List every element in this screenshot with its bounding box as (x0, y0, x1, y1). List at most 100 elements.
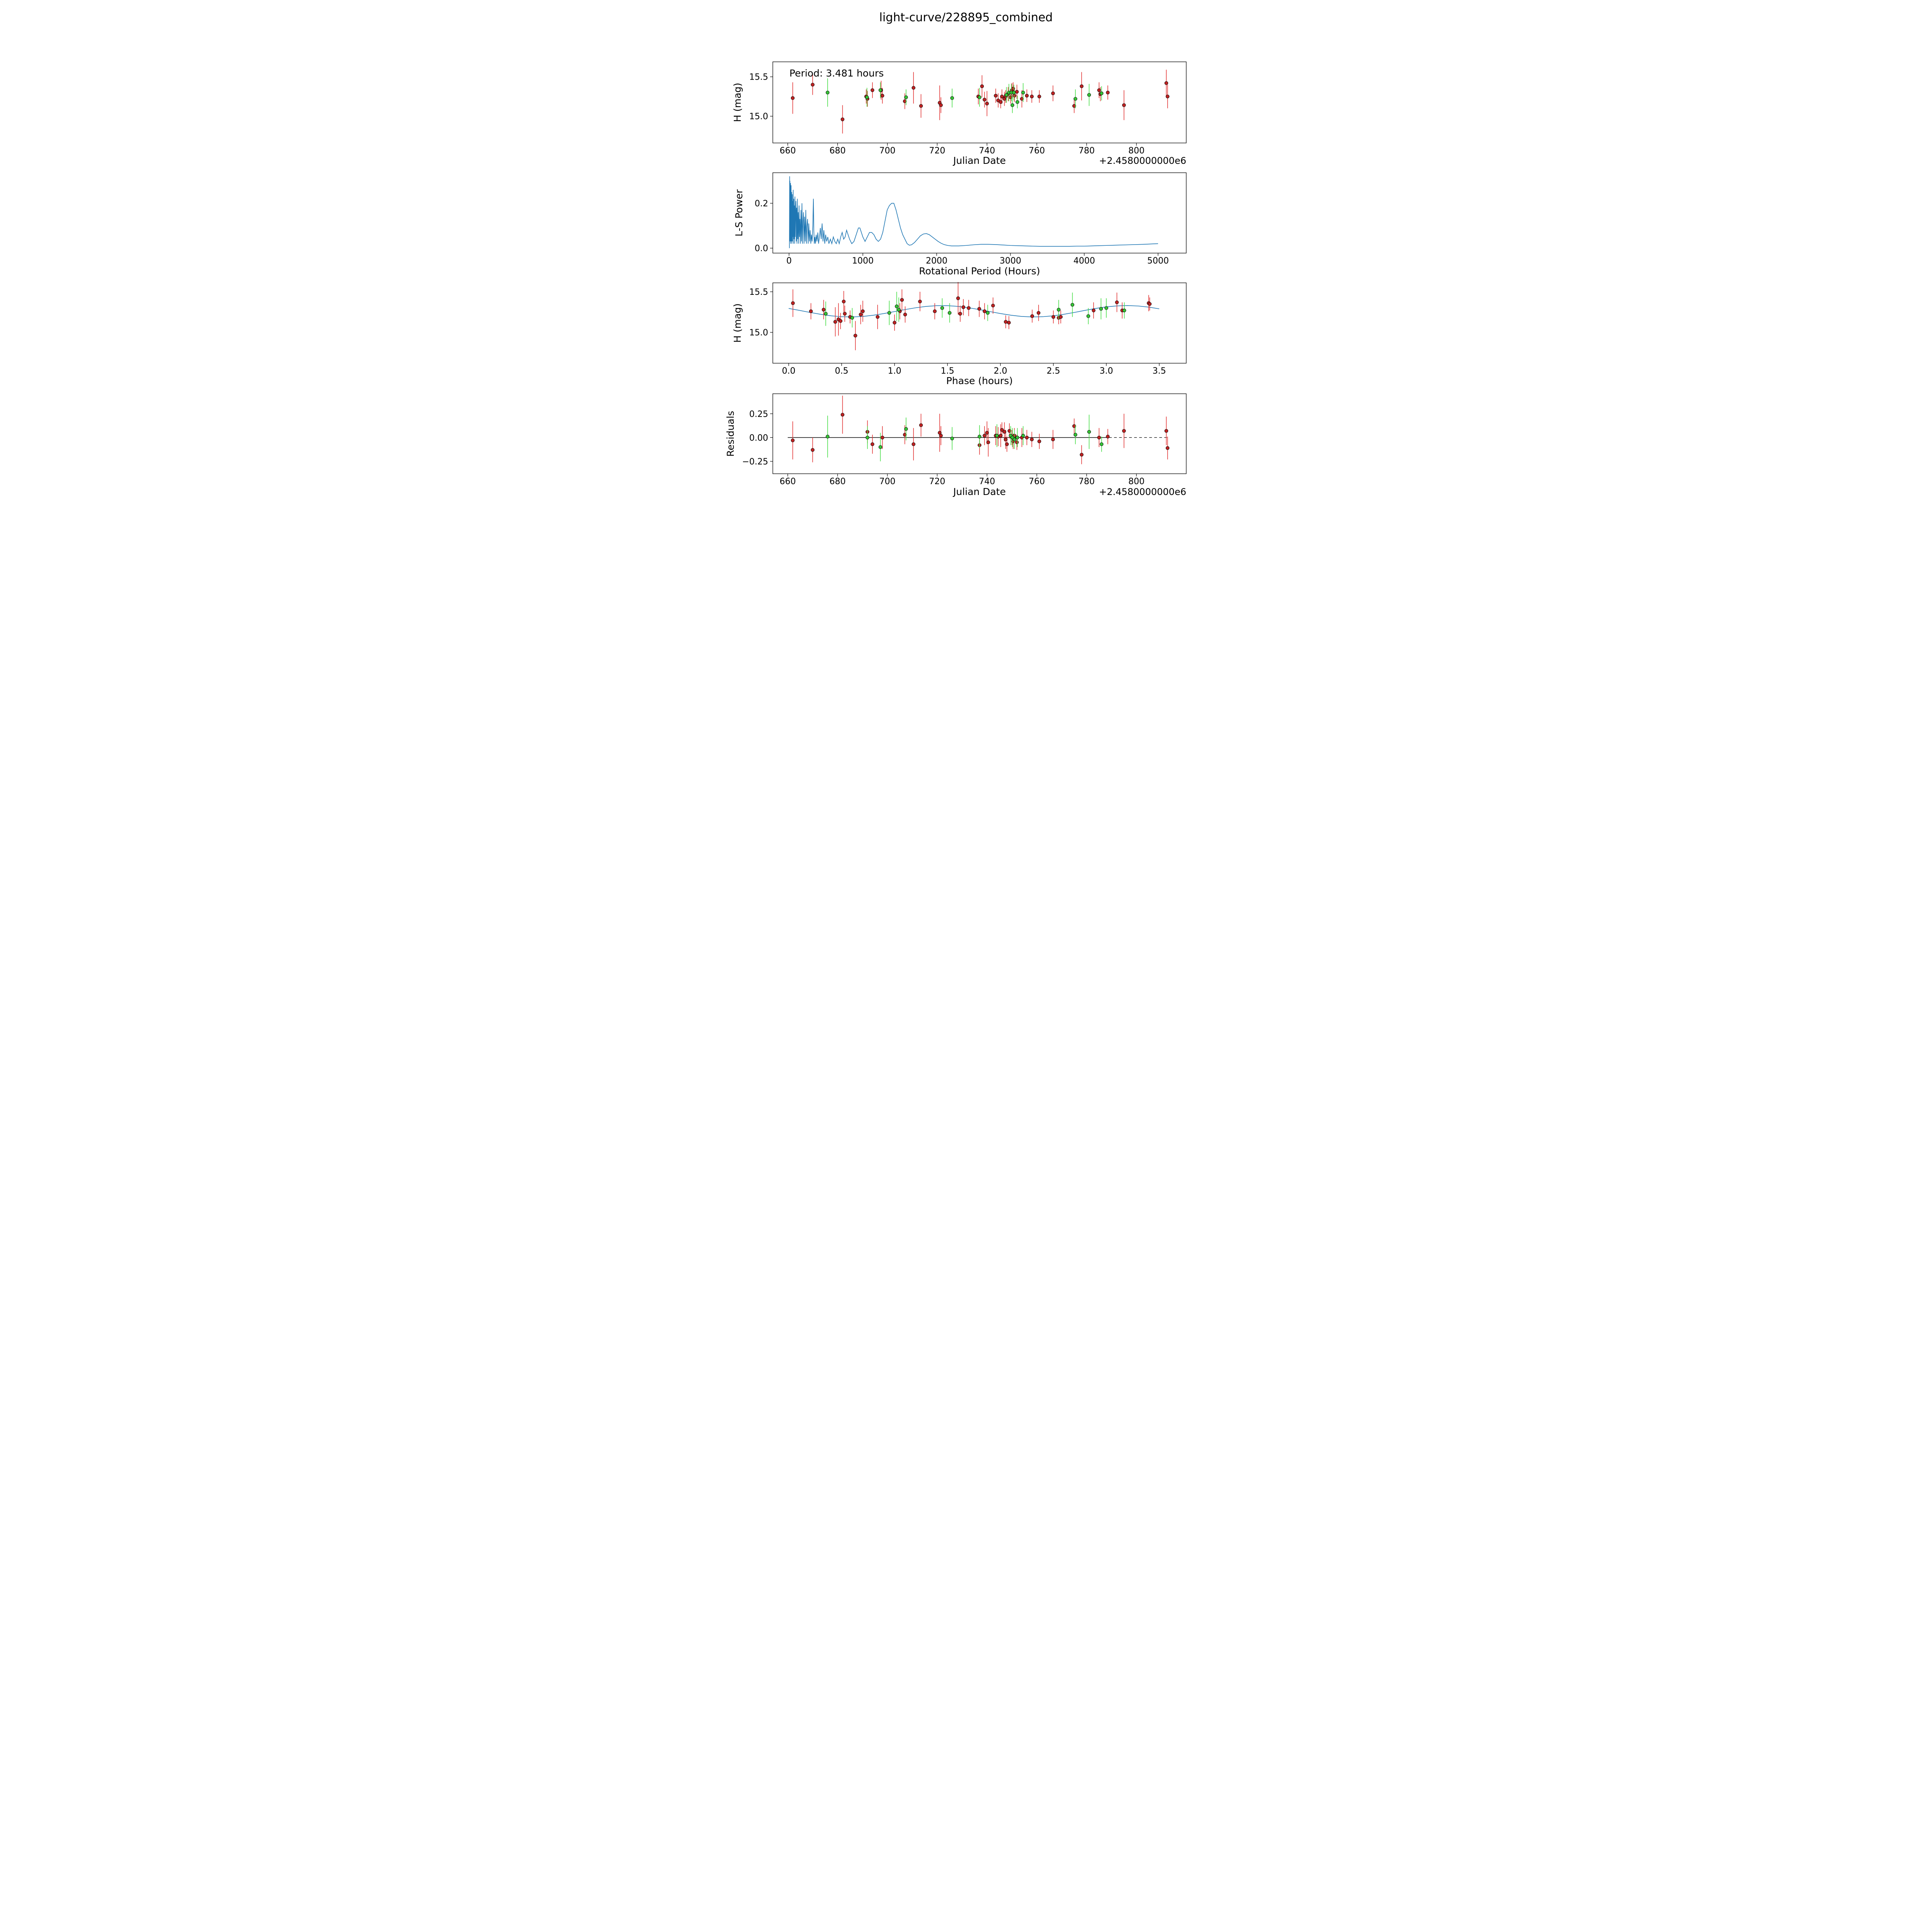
data-point (1015, 100, 1019, 104)
x-tick-label: 5000 (1147, 256, 1169, 266)
y-axis-label: Residuals (725, 411, 736, 457)
data-point (958, 312, 962, 316)
data-point (904, 95, 908, 99)
x-tick-label: 680 (830, 477, 846, 486)
series-green-dataset (824, 292, 1126, 328)
data-point (897, 308, 901, 312)
data-point (1164, 429, 1168, 433)
data-point (1051, 437, 1055, 442)
data-point (1030, 437, 1034, 442)
data-point (978, 95, 981, 99)
data-point (950, 96, 954, 100)
series-green-dataset (826, 415, 1104, 461)
data-point (887, 311, 891, 315)
data-point (983, 434, 986, 438)
axes-frame (772, 61, 1187, 143)
data-point (840, 413, 845, 417)
series-ls-power-curve (789, 176, 1158, 248)
data-point (880, 94, 884, 98)
x-axis-offset-text: +2.4580000000e6 (1099, 486, 1186, 497)
data-point (1030, 314, 1034, 318)
data-point (1015, 435, 1019, 440)
data-point (947, 311, 952, 315)
panel-residuals: 660 680 700 720 740 760 780 800 −0.25 0.00 0.25 Jul… (725, 393, 1187, 497)
y-tick-label: 15.5 (749, 287, 768, 297)
data-point (838, 319, 843, 323)
data-point (809, 309, 813, 313)
data-point (1080, 84, 1084, 88)
data-point (1030, 94, 1034, 99)
data-point (842, 299, 846, 304)
data-point (1106, 90, 1110, 95)
data-point (1015, 440, 1019, 444)
data-point (939, 434, 943, 438)
data-point (850, 316, 854, 320)
series-red-dataset (791, 70, 1170, 134)
data-point (1148, 302, 1152, 306)
data-point (833, 320, 837, 324)
y-tick-label: −0.25 (742, 457, 768, 467)
data-point (1007, 321, 1011, 325)
data-point (853, 333, 857, 338)
data-point (985, 102, 989, 105)
y-axis-label: H (mag) (732, 83, 743, 122)
y-axis-label: H (mag) (732, 303, 743, 343)
data-point (791, 96, 795, 100)
x-tick-label: 0.0 (782, 366, 796, 376)
data-point (933, 309, 937, 313)
panel-phase-folded: 0.0 0.5 1.0 1.5 2.0 2.5 3.0 3.5 15.0 15.5 Phase (h… (732, 282, 1187, 386)
figure-title: light-curve/228895_combined (879, 11, 1053, 24)
data-point (912, 442, 915, 446)
data-point (999, 100, 1003, 104)
axes-frame (772, 172, 1187, 253)
data-point (1051, 91, 1055, 95)
data-point (1087, 430, 1091, 434)
x-tick-label: 2000 (926, 256, 947, 266)
data-point (893, 321, 896, 325)
y-tick-label: 0.25 (749, 410, 768, 419)
data-point (1021, 434, 1025, 438)
data-point (1086, 314, 1090, 318)
data-point (1073, 433, 1077, 437)
data-point (1020, 97, 1024, 101)
y-tick-label: 15.5 (749, 73, 768, 82)
data-point (880, 435, 884, 440)
data-point (791, 438, 795, 442)
data-point (983, 98, 986, 102)
x-tick-label: 660 (780, 146, 796, 156)
data-point (903, 433, 907, 437)
data-point (871, 442, 874, 446)
y-tick-label: 0.0 (755, 244, 768, 253)
y-tick-label: 15.0 (749, 112, 768, 122)
series-green-dataset (826, 78, 1104, 113)
y-tick-label: 0.2 (755, 199, 768, 209)
data-point (995, 434, 999, 438)
data-point (1005, 442, 1009, 446)
ls-power-curve-path (789, 176, 1158, 248)
data-point (1000, 428, 1004, 432)
x-tick-label: 680 (830, 146, 846, 156)
data-point (1165, 94, 1170, 99)
data-point (999, 434, 1003, 438)
x-tick-label: 1000 (852, 256, 874, 266)
data-point (1010, 103, 1014, 107)
data-point (826, 435, 830, 439)
data-point (1122, 429, 1126, 433)
data-point (1037, 439, 1041, 443)
data-point (1100, 91, 1104, 95)
data-point (1025, 435, 1029, 440)
data-point (791, 301, 795, 305)
x-tick-label: 3000 (1000, 256, 1021, 266)
data-point (840, 117, 845, 121)
x-tick-label: 740 (979, 146, 995, 156)
data-point (939, 103, 943, 107)
x-axis-offset-text: +2.4580000000e6 (1099, 155, 1186, 166)
x-axis-label: Julian Date (952, 486, 1006, 497)
x-tick-label: 660 (780, 477, 796, 486)
x-axis-label: Rotational Period (Hours) (919, 265, 1040, 277)
x-tick-label: 0 (786, 256, 792, 266)
x-axis-label: Julian Date (952, 155, 1006, 166)
data-point (821, 308, 826, 312)
data-point (865, 95, 869, 99)
data-point (1004, 320, 1008, 324)
